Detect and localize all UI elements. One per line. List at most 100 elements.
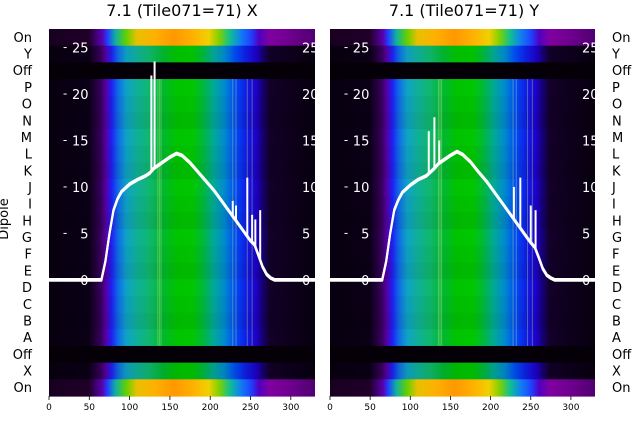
row-label: K <box>23 164 32 179</box>
row-label: F <box>25 248 32 263</box>
heatmap-row-shade <box>49 195 315 214</box>
x-tick-label: 100 <box>121 403 138 413</box>
heatmap-row-shade <box>330 362 595 380</box>
row-label: On <box>612 31 630 46</box>
row-label: Y <box>611 48 620 63</box>
heatmap-row-shade <box>49 162 315 180</box>
overlay-y-tick-label: 20 <box>353 88 370 103</box>
heatmap-row-shade <box>330 195 595 214</box>
heatmap-row-shade <box>330 95 595 114</box>
heatmap-row-shade <box>49 79 315 97</box>
heatmap-row-shade <box>49 312 315 330</box>
heatmap-row <box>49 229 315 247</box>
x-tick-label: 300 <box>282 403 299 413</box>
overlay-y-tick-label: 15 <box>72 134 89 149</box>
heatmap-row <box>330 79 595 97</box>
heatmap-row <box>330 212 595 230</box>
heatmap-row <box>330 379 595 397</box>
heatmap-row-shade <box>330 295 595 314</box>
heatmap-row <box>330 262 595 280</box>
row-label: M <box>612 131 623 146</box>
heatmap-row <box>49 262 315 280</box>
heatmap-row <box>49 379 315 397</box>
heatmap-row <box>330 295 595 314</box>
row-label: I <box>28 198 32 213</box>
x-axis-ticks-y: 0 50 100 150 200 250 300 <box>327 396 580 413</box>
overlay-series-line <box>330 151 595 282</box>
heatmap-row <box>330 245 595 264</box>
overlay-y-tick-label: 25 <box>353 42 370 57</box>
heatmap-row-shade <box>49 279 315 297</box>
heatmap-row <box>49 312 315 330</box>
row-label: P <box>24 81 32 96</box>
row-label: X <box>23 364 32 379</box>
heatmap-row-shade <box>49 95 315 114</box>
overlay-y-tick-label: 20 <box>302 88 319 103</box>
panel-title-x: 7.1 (Tile071=71) X <box>106 1 257 20</box>
heatmap-row-shade <box>330 245 595 264</box>
row-label: A <box>23 331 32 346</box>
heatmap-row <box>49 179 315 197</box>
overlay-y-tick-label: 10 <box>582 181 599 196</box>
heatmap-panel-y: 7.1 (Tile071=71) Y OnYOffPONMLKJIHGFEDCB… <box>327 1 632 413</box>
row-label: D <box>22 281 32 296</box>
row-label: N <box>22 114 32 129</box>
row-label: E <box>612 264 620 279</box>
heatmap-row-shade <box>49 45 315 63</box>
heatmap-row <box>330 179 595 197</box>
row-label: P <box>612 81 620 96</box>
row-label: O <box>22 98 32 113</box>
heatmap-row-shade <box>330 79 595 97</box>
panel-title-y: 7.1 (Tile071=71) Y <box>389 1 539 20</box>
row-label: B <box>23 314 32 329</box>
row-label: E <box>24 264 32 279</box>
heatmap-row <box>330 45 595 63</box>
heatmap-row-shade <box>330 329 595 347</box>
heatmap-row-shade <box>330 312 595 330</box>
heatmap-row <box>330 95 595 114</box>
heatmap-row-shade <box>49 362 315 380</box>
overlay-y-tick-label: 5 <box>582 227 590 242</box>
heatmap-row <box>49 79 315 97</box>
row-label: G <box>22 231 32 246</box>
heatmap-row-shade <box>330 179 595 197</box>
overlay-y-tick-label: 25 <box>582 42 599 57</box>
x-tick-label: 100 <box>402 403 419 413</box>
heatmap-row-shade <box>330 212 595 230</box>
x-tick-label: 250 <box>242 403 259 413</box>
heatmap-row <box>330 312 595 330</box>
row-label: J <box>27 181 32 196</box>
heatmap-row <box>49 279 315 297</box>
overlay-y-tick-label: 5 <box>80 227 88 242</box>
heatmap-row-shade <box>49 245 315 264</box>
overlay-y-tick-label: 15 <box>582 134 599 149</box>
overlay-y-tick-label: 10 <box>72 181 89 196</box>
heatmap-row <box>330 29 595 47</box>
row-label: B <box>612 314 621 329</box>
overlay-y-tick-label: 5 <box>361 227 369 242</box>
heatmap-row <box>49 362 315 380</box>
row-label: N <box>612 114 622 129</box>
row-label: Off <box>612 64 632 79</box>
x-tick-label: 0 <box>46 403 52 413</box>
row-label: L <box>25 148 33 163</box>
row-label: X <box>612 364 621 379</box>
x-tick-label: 50 <box>364 403 376 413</box>
heatmap-row <box>49 62 315 80</box>
heatmap-row-shade <box>49 262 315 280</box>
heatmap-row-shade <box>330 262 595 280</box>
row-label: H <box>612 214 622 229</box>
row-label: A <box>612 331 621 346</box>
x-axis-ticks-x: 0 50 100 150 200 250 300 <box>46 396 300 413</box>
overlay-y-tick-label: 20 <box>72 88 89 103</box>
heatmap-row <box>49 245 315 264</box>
heatmap-row <box>330 329 595 347</box>
x-tick-label: 300 <box>562 403 579 413</box>
row-label: H <box>22 214 32 229</box>
row-label: C <box>23 298 32 313</box>
x-tick-label: 0 <box>327 403 333 413</box>
heatmap-row-shade <box>330 162 595 180</box>
